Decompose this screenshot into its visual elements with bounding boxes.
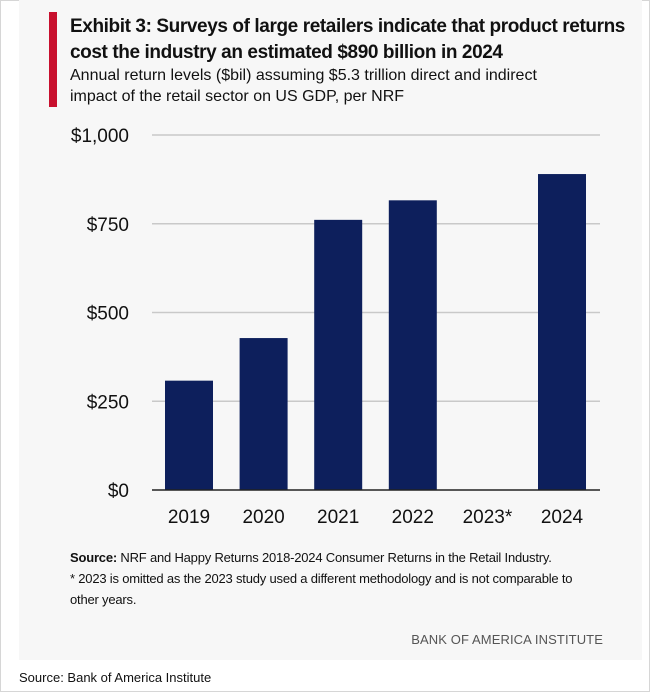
exhibit-title: Exhibit 3: Surveys of large retailers in…	[70, 14, 630, 66]
y-tick-label: $0	[108, 481, 129, 502]
brand-label: BANK OF AMERICA INSTITUTE	[411, 632, 603, 647]
exhibit-subtitle-line-1: Annual return levels ($bil) assuming $5.…	[70, 67, 537, 84]
exhibit-title-line-2: cost the industry an estimated $890 bill…	[70, 42, 503, 63]
image-caption: Source: Bank of America Institute	[19, 670, 212, 685]
source-note-text: NRF and Happy Returns 2018-2024 Consumer…	[117, 550, 552, 565]
bar	[538, 174, 586, 491]
footnote-line-2: other years.	[70, 592, 137, 607]
y-tick-label: $1,000	[71, 126, 129, 147]
x-tick-label: 2020	[242, 507, 284, 528]
source-note: Source: NRF and Happy Returns 2018-2024 …	[70, 547, 610, 568]
title-accent-bar	[49, 12, 57, 107]
y-tick-label: $250	[87, 392, 129, 413]
y-tick-label: $750	[87, 215, 129, 236]
x-tick-label: 2021	[317, 507, 359, 528]
footnote-line-1: * 2023 is omitted as the 2023 study used…	[70, 571, 573, 586]
bar	[388, 200, 437, 490]
x-tick-label: 2019	[168, 507, 210, 528]
exhibit-subtitle-line-2: impact of the retail sector on US GDP, p…	[70, 88, 405, 105]
bar	[165, 380, 213, 490]
exhibit-title-line-1: Exhibit 3: Surveys of large retailers in…	[70, 16, 625, 37]
x-tick-label: 2024	[541, 507, 584, 528]
bar	[314, 219, 363, 490]
notes: Source: NRF and Happy Returns 2018-2024 …	[70, 547, 610, 610]
x-tick-label: 2022	[392, 507, 434, 528]
bar	[239, 338, 288, 490]
x-tick-label: 2023*	[463, 507, 513, 528]
y-tick-label: $500	[87, 304, 129, 325]
exhibit-subtitle: Annual return levels ($bil) assuming $5.…	[70, 65, 610, 107]
source-note-label: Source:	[70, 550, 118, 565]
